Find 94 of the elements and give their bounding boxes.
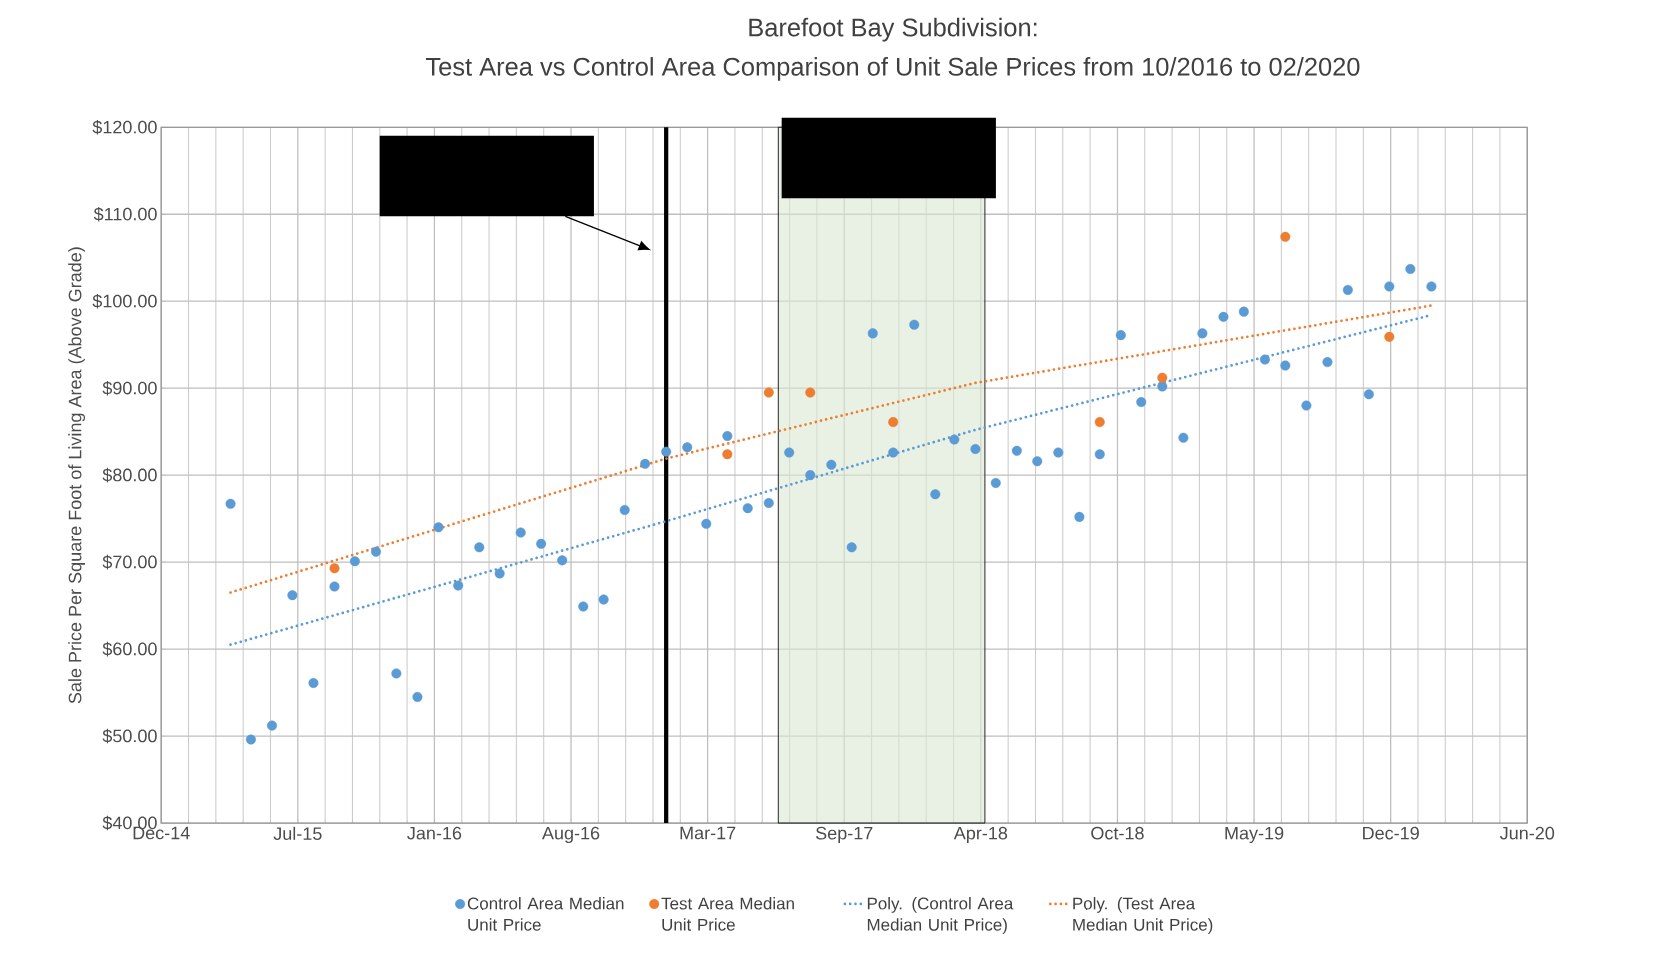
- point: [349, 556, 360, 567]
- point: [888, 447, 899, 458]
- point: [682, 442, 693, 453]
- y-tick-label: $90.00: [102, 381, 157, 396]
- point: [287, 590, 298, 601]
- chart-subtitle: Test Area vs Control Area Comparison of Unit Sale Prices from 10/2016 to 02/2020: [425, 57, 1360, 82]
- point: [267, 720, 277, 731]
- legend-label: Poly. (Control Area Median Unit Price): [867, 897, 1014, 935]
- point: [909, 319, 920, 330]
- point: [370, 546, 381, 557]
- y-tick-label: $70.00: [102, 555, 157, 570]
- point: [722, 449, 733, 460]
- point: [805, 470, 816, 481]
- point: [949, 434, 960, 445]
- point: [433, 522, 444, 533]
- point: [1405, 264, 1416, 275]
- point: [1280, 232, 1291, 243]
- x-tick-label: Sep-17: [815, 827, 873, 844]
- point: [1384, 281, 1395, 292]
- point: [1094, 449, 1105, 460]
- point: [763, 498, 774, 509]
- point: [1342, 285, 1353, 296]
- point: [619, 505, 630, 516]
- point: [1426, 281, 1437, 292]
- point: [784, 447, 795, 458]
- point: [329, 563, 340, 574]
- point: [763, 387, 774, 398]
- point: [1094, 417, 1105, 428]
- point: [1032, 456, 1043, 467]
- point: [930, 489, 941, 500]
- point: [1238, 306, 1249, 317]
- point: [412, 692, 423, 703]
- point: [701, 519, 712, 530]
- point: [329, 581, 340, 592]
- x-tick-label: Jun-20: [1499, 827, 1555, 840]
- point: [578, 601, 589, 612]
- y-tick-label: $100.00: [92, 294, 157, 309]
- y-tick-label: $80.00: [102, 468, 157, 483]
- x-tick-label: Oct-18: [1091, 827, 1144, 840]
- point: [453, 580, 464, 591]
- point: [308, 678, 319, 689]
- point: [1011, 446, 1022, 457]
- point: [722, 431, 733, 442]
- point: [515, 527, 526, 538]
- x-tick-label: Jul-15: [273, 827, 322, 841]
- point: [1301, 400, 1312, 411]
- x-tick-label: Mar-17: [680, 827, 736, 840]
- point: [1384, 332, 1395, 343]
- point: [225, 499, 236, 510]
- x-tick-label: Apr-18: [953, 827, 1008, 844]
- point: [1157, 373, 1168, 383]
- chart-title: Barefoot Bay Subdivision:: [749, 18, 1037, 42]
- line-series: [229, 304, 1433, 595]
- point: [1322, 357, 1333, 368]
- point: [1053, 447, 1064, 458]
- point: [245, 734, 256, 745]
- point: [1136, 397, 1147, 408]
- point: [1259, 354, 1270, 365]
- y-tick-label: $50.00: [102, 729, 157, 744]
- point: [1074, 512, 1085, 523]
- legend-label: Control Area Median Unit Price: [467, 897, 624, 931]
- point: [494, 568, 505, 579]
- point: [1197, 328, 1208, 339]
- x-tick-label: Jan-16: [407, 827, 462, 840]
- y-axis-title: Sale Price Per Square Foot of Living Area (Above Grade): [68, 247, 86, 704]
- y-tick-label: $60.00: [102, 642, 157, 657]
- point: [536, 539, 547, 550]
- point: [1115, 330, 1126, 341]
- point: [557, 555, 568, 566]
- point: [1280, 360, 1291, 371]
- y-tick-label: $120.00: [92, 120, 157, 135]
- y-tick-label: $110.00: [93, 207, 157, 222]
- point: [391, 668, 402, 679]
- point: [640, 459, 651, 470]
- point: [1178, 433, 1189, 443]
- legend-label: Poly. (Test Area Median Unit Price): [1073, 897, 1213, 935]
- point: [742, 503, 753, 514]
- point: [826, 459, 837, 470]
- point: [1218, 312, 1229, 323]
- point: [1157, 381, 1168, 392]
- x-tick-label: Dec-19: [1363, 827, 1419, 840]
- point: [1363, 389, 1374, 400]
- point: [661, 446, 672, 457]
- point: [598, 594, 609, 605]
- x-tick-label: Aug-16: [541, 827, 600, 844]
- point: [474, 542, 485, 553]
- point: [846, 542, 857, 553]
- point: [888, 417, 899, 428]
- point: [867, 328, 878, 339]
- point: [990, 478, 1001, 489]
- point: [805, 387, 816, 398]
- point: [970, 444, 981, 455]
- x-tick-label: May-19: [1225, 827, 1284, 844]
- legend-label: Test Area Median Unit Price: [661, 897, 794, 931]
